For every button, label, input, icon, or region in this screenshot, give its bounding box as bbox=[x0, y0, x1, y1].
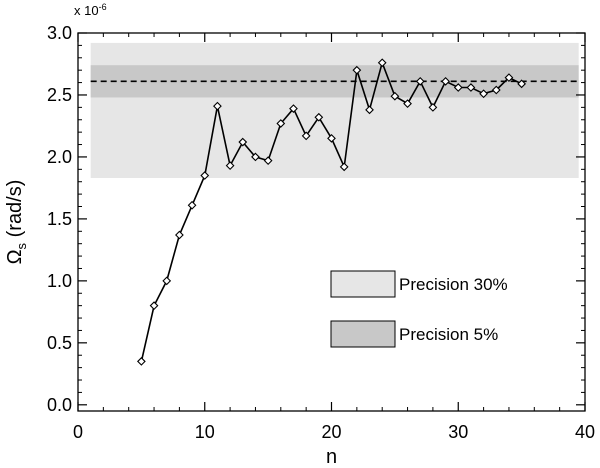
data-point bbox=[314, 112, 324, 122]
data-point bbox=[352, 65, 362, 75]
data-point bbox=[339, 162, 349, 172]
y-tick-label: 0.5 bbox=[47, 333, 72, 353]
data-point bbox=[301, 131, 311, 141]
y-axis-title-subscript: s bbox=[14, 242, 29, 249]
x-axis-ticks: 0 10 20 30 40 bbox=[73, 33, 595, 442]
data-point bbox=[187, 200, 197, 210]
y-axis-multiplier-exponent: -6 bbox=[99, 2, 107, 12]
data-point bbox=[415, 76, 425, 86]
y-axis-title: Ωs (rad/s) bbox=[4, 180, 29, 265]
y-tick-label: 3.0 bbox=[47, 23, 72, 43]
legend-swatch-1 bbox=[330, 320, 396, 348]
data-point bbox=[136, 357, 146, 366]
data-point bbox=[289, 104, 298, 113]
data-point bbox=[390, 91, 400, 101]
y-tick-label: 2.5 bbox=[47, 85, 72, 105]
series-layer bbox=[136, 58, 527, 366]
data-point bbox=[200, 171, 210, 180]
data-point bbox=[225, 161, 235, 170]
y-axis-multiplier: x 10-6 bbox=[74, 2, 107, 18]
legend-swatch-0 bbox=[330, 270, 396, 298]
y-axis-multiplier-base: x 10 bbox=[74, 3, 99, 18]
data-point bbox=[263, 156, 273, 166]
precision-bands bbox=[90, 42, 579, 179]
precision-band-0 bbox=[90, 42, 579, 179]
data-point bbox=[327, 133, 336, 143]
data-point bbox=[162, 276, 172, 286]
legend-label-0: Precision 30% bbox=[399, 275, 508, 294]
data-point bbox=[175, 230, 184, 240]
data-point bbox=[504, 73, 514, 82]
data-point bbox=[213, 101, 222, 111]
data-point bbox=[517, 79, 527, 89]
data-point bbox=[491, 85, 501, 95]
x-axis-title: n bbox=[326, 446, 337, 468]
data-point bbox=[251, 152, 260, 162]
x-tick-label: 20 bbox=[321, 422, 341, 442]
data-point bbox=[365, 105, 374, 115]
legend: Precision 30% Precision 5% bbox=[330, 270, 508, 348]
data-point bbox=[441, 76, 450, 86]
legend-label-1: Precision 5% bbox=[399, 325, 498, 344]
x-tick-label: 10 bbox=[195, 422, 215, 442]
y-axis-title-symbol: Ω bbox=[4, 249, 26, 264]
data-point bbox=[149, 301, 159, 311]
data-point bbox=[377, 58, 387, 68]
data-point bbox=[479, 89, 488, 99]
data-point bbox=[466, 83, 476, 92]
y-tick-label: 0.0 bbox=[47, 395, 72, 415]
y-tick-label: 1.5 bbox=[47, 209, 72, 229]
data-point bbox=[276, 119, 286, 128]
data-point bbox=[238, 137, 248, 147]
data-point bbox=[428, 102, 438, 112]
x-tick-label: 0 bbox=[73, 422, 83, 442]
y-axis-title-unit: (rad/s) bbox=[4, 180, 26, 243]
y-tick-label: 2.0 bbox=[47, 147, 72, 167]
x-tick-label: 40 bbox=[575, 422, 595, 442]
data-point bbox=[453, 83, 463, 92]
data-point bbox=[403, 99, 412, 109]
y-axis-ticks: 0.0 0.5 1.0 1.5 2.0 2.5 3.0 bbox=[47, 23, 585, 415]
x-tick-label: 30 bbox=[448, 422, 468, 442]
y-tick-label: 1.0 bbox=[47, 271, 72, 291]
